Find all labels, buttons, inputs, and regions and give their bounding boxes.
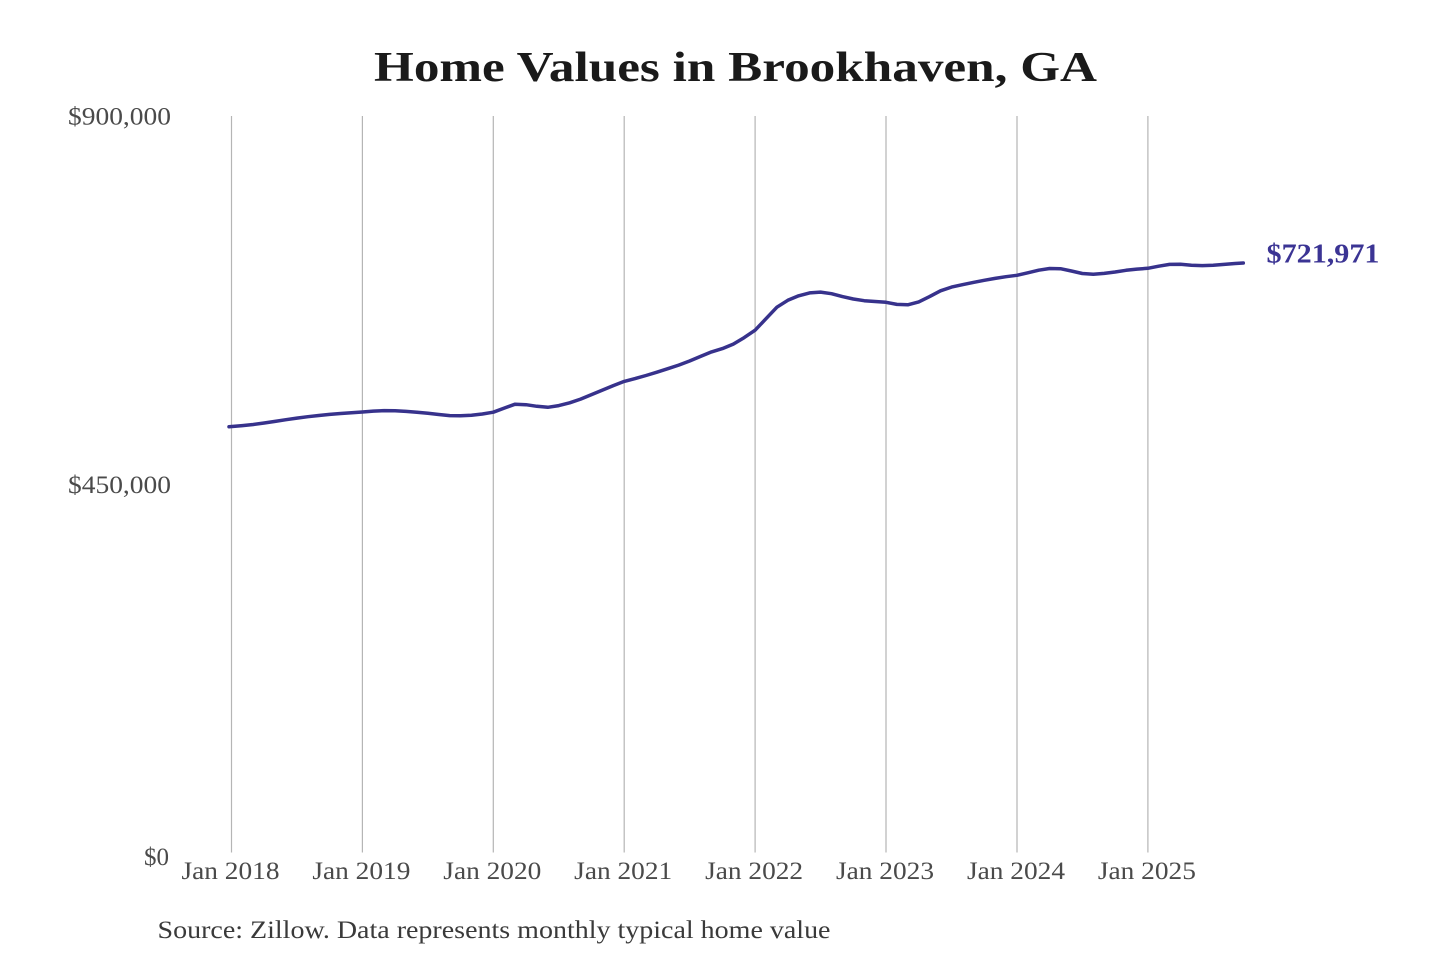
svg-text:Jan 2024: Jan 2024 [967, 858, 1066, 885]
svg-text:Jan 2018: Jan 2018 [182, 858, 280, 885]
svg-text:Jan 2019: Jan 2019 [312, 858, 410, 885]
svg-text:Jan 2023: Jan 2023 [836, 858, 934, 885]
svg-text:$721,971: $721,971 [1267, 239, 1380, 269]
svg-text:Jan 2025: Jan 2025 [1098, 858, 1196, 885]
svg-text:Source: Zillow. Data represent: Source: Zillow. Data represents monthly … [158, 917, 831, 944]
svg-text:Jan 2021: Jan 2021 [574, 858, 672, 885]
svg-text:$450,000: $450,000 [68, 472, 171, 499]
svg-text:Jan 2022: Jan 2022 [705, 858, 803, 885]
svg-text:Home Values in Brookhaven, GA: Home Values in Brookhaven, GA [374, 45, 1098, 91]
svg-text:$0: $0 [144, 844, 169, 871]
svg-text:$900,000: $900,000 [68, 103, 171, 130]
svg-text:Jan 2020: Jan 2020 [443, 858, 541, 885]
